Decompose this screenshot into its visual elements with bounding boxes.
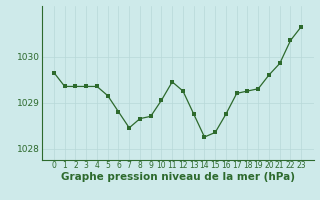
X-axis label: Graphe pression niveau de la mer (hPa): Graphe pression niveau de la mer (hPa) (60, 172, 295, 182)
